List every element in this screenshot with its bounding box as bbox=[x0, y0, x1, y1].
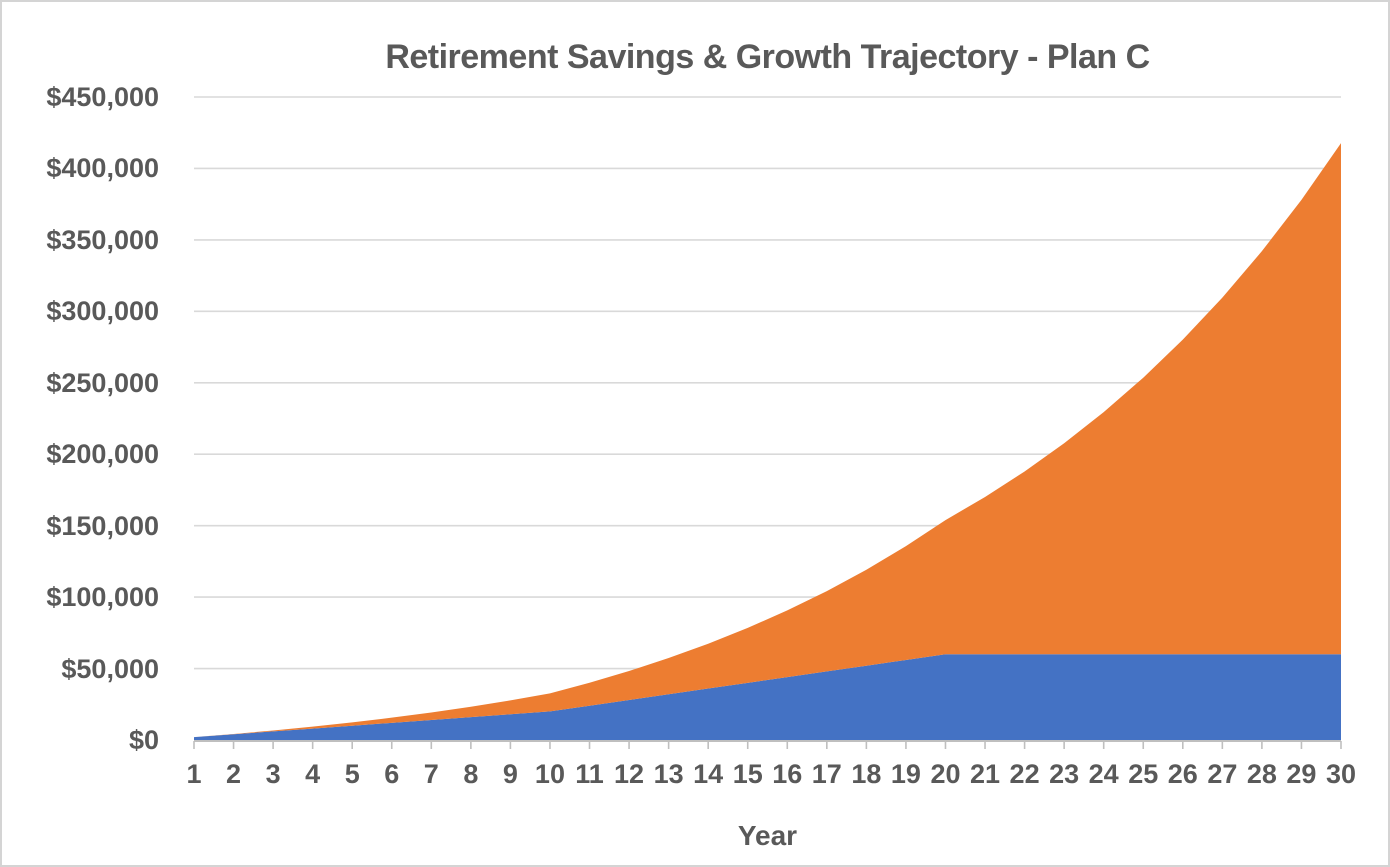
x-tick-label: 7 bbox=[423, 759, 439, 789]
y-tick-label: $450,000 bbox=[46, 82, 159, 112]
x-tick-label: 12 bbox=[614, 759, 645, 789]
x-axis-title: Year bbox=[737, 820, 798, 851]
x-tick-label: 16 bbox=[772, 759, 803, 789]
x-tick-label: 9 bbox=[502, 759, 518, 789]
y-tick-label: $400,000 bbox=[46, 153, 159, 184]
y-tick-label: $200,000 bbox=[46, 439, 159, 470]
x-tick-label: 21 bbox=[970, 759, 1001, 789]
x-tick-label: 28 bbox=[1246, 759, 1277, 789]
x-tick-label: 26 bbox=[1167, 759, 1198, 789]
x-tick-label: 22 bbox=[1009, 759, 1040, 789]
x-tick-label: 5 bbox=[344, 759, 360, 789]
x-tick-label: 1 bbox=[186, 759, 202, 789]
x-tick-label: 29 bbox=[1286, 759, 1317, 789]
chart-title: Retirement Savings & Growth Trajectory -… bbox=[385, 38, 1150, 76]
x-tick-label: 3 bbox=[265, 759, 281, 789]
y-tick-label: $50,000 bbox=[61, 653, 159, 684]
x-tick-label: 19 bbox=[890, 759, 921, 789]
x-tick-label: 18 bbox=[851, 759, 882, 789]
x-tick-label: 20 bbox=[930, 759, 961, 789]
x-tick-label: 14 bbox=[693, 759, 724, 789]
x-tick-label: 4 bbox=[305, 759, 321, 789]
x-tick-label: 11 bbox=[575, 759, 604, 789]
y-tick-label: $0 bbox=[128, 725, 159, 755]
blue-bottom-area bbox=[194, 654, 1341, 740]
x-tick-label: 25 bbox=[1128, 759, 1159, 789]
x-tick-label: 8 bbox=[463, 759, 479, 789]
y-tick-label: $300,000 bbox=[46, 296, 159, 327]
x-tick-label: 2 bbox=[226, 759, 242, 789]
y-tick-label: $150,000 bbox=[46, 510, 159, 541]
y-tick-label: $250,000 bbox=[46, 367, 159, 398]
x-tick-label: 24 bbox=[1088, 759, 1119, 789]
x-tick-label: 13 bbox=[653, 759, 684, 789]
y-tick-label: $100,000 bbox=[46, 582, 159, 613]
x-tick-label: 17 bbox=[811, 759, 842, 789]
x-tick-label: 10 bbox=[534, 759, 565, 789]
x-tick-label: 6 bbox=[384, 759, 400, 789]
orange-top-area bbox=[194, 143, 1341, 738]
y-tick-label: $350,000 bbox=[46, 224, 159, 255]
x-tick-label: 27 bbox=[1207, 759, 1238, 789]
x-tick-label: 23 bbox=[1049, 759, 1080, 789]
x-tick-label: 30 bbox=[1325, 759, 1357, 789]
x-tick-label: 15 bbox=[732, 759, 763, 789]
